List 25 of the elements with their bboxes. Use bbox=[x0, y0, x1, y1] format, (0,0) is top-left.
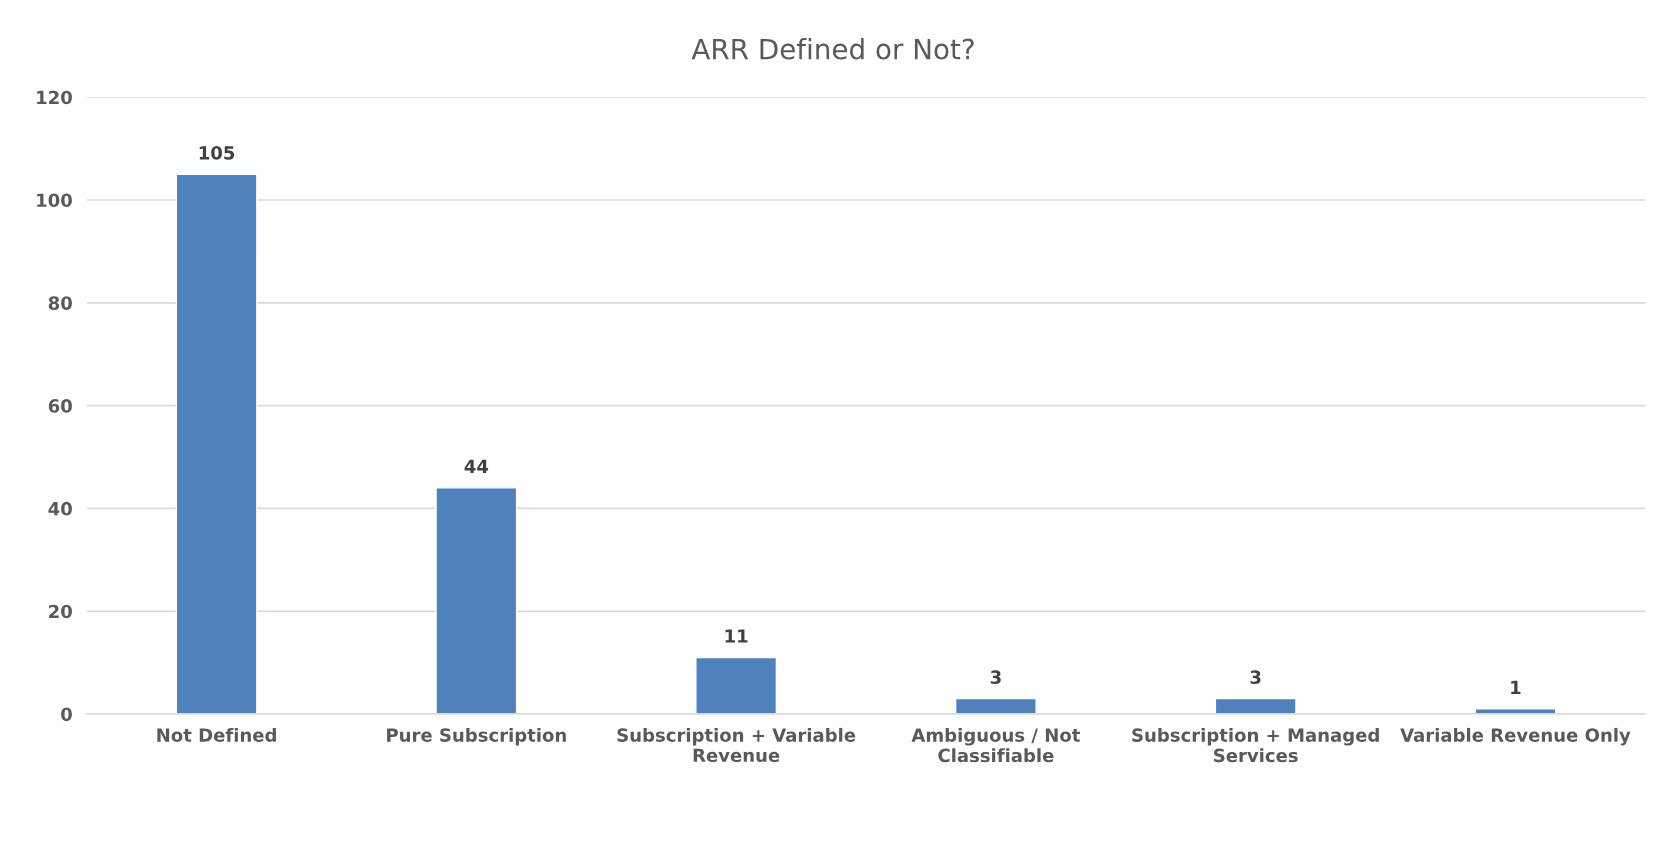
bar bbox=[1214, 697, 1297, 715]
x-tick-label: Subscription + Variable Revenue bbox=[617, 727, 856, 763]
x-tick-label: Not Defined bbox=[157, 727, 276, 742]
x-tick-label: Variable Revenue Only bbox=[1400, 727, 1631, 746]
y-tick-label: 20 bbox=[49, 604, 72, 619]
bar bbox=[954, 697, 1037, 715]
data-label: 3 bbox=[1250, 670, 1261, 684]
y-tick-label: 0 bbox=[61, 707, 72, 722]
y-tick-label: 40 bbox=[48, 501, 72, 516]
y-tick-label: 120 bbox=[37, 90, 72, 105]
chart-title: ARR Defined or Not? bbox=[691, 38, 974, 60]
data-label: 1 bbox=[1511, 680, 1521, 695]
data-label: 105 bbox=[199, 146, 235, 160]
bar bbox=[435, 487, 518, 715]
x-tick-label: Ambiguous / Not Classifiable bbox=[911, 727, 1080, 763]
x-tick-label: Pure Subscription bbox=[387, 727, 566, 746]
data-label: 44 bbox=[464, 459, 489, 473]
y-tick-label: 100 bbox=[37, 193, 72, 208]
data-label: 11 bbox=[725, 629, 748, 643]
y-tick-label: 60 bbox=[48, 399, 72, 413]
y-tick-label: 80 bbox=[48, 296, 72, 310]
data-label: 3 bbox=[990, 670, 1001, 684]
x-tick-label: Subscription + Managed Services bbox=[1132, 727, 1379, 763]
bar bbox=[695, 656, 778, 715]
bar bbox=[175, 173, 258, 715]
